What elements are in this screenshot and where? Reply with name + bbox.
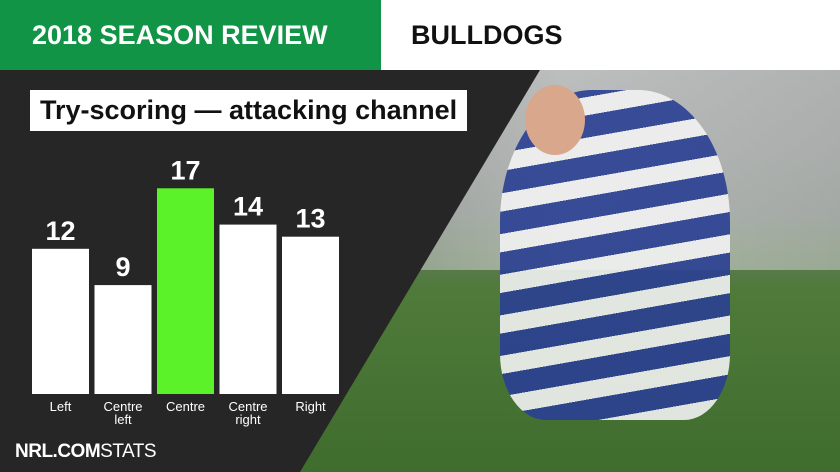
category-label: Centre	[228, 399, 267, 414]
category-label: Centre	[103, 399, 142, 414]
season-review-title: 2018 SEASON REVIEW	[0, 0, 381, 70]
category-label: Centre	[166, 399, 205, 414]
header: 2018 SEASON REVIEW BULLDOGS	[0, 0, 840, 70]
team-name: BULLDOGS	[411, 20, 563, 50]
bar-centre-right	[219, 224, 277, 394]
chart-title: Try-scoring — attacking channel	[30, 90, 468, 131]
value-label: 13	[295, 204, 325, 234]
value-label: 17	[170, 155, 200, 185]
category-label: right	[235, 412, 261, 427]
value-label: 9	[115, 252, 130, 282]
bar-centre	[157, 188, 214, 394]
value-label: 14	[233, 192, 263, 222]
category-label: Right	[295, 399, 326, 414]
nrl-stats-logo: NRL.COMSTATS	[15, 441, 157, 462]
player-head	[525, 85, 585, 155]
value-label: 12	[45, 216, 75, 246]
category-label: Left	[50, 399, 72, 414]
category-label: left	[114, 412, 132, 427]
bar-left	[32, 248, 89, 394]
bar-centre-left	[94, 285, 152, 394]
bar-right	[282, 236, 339, 394]
